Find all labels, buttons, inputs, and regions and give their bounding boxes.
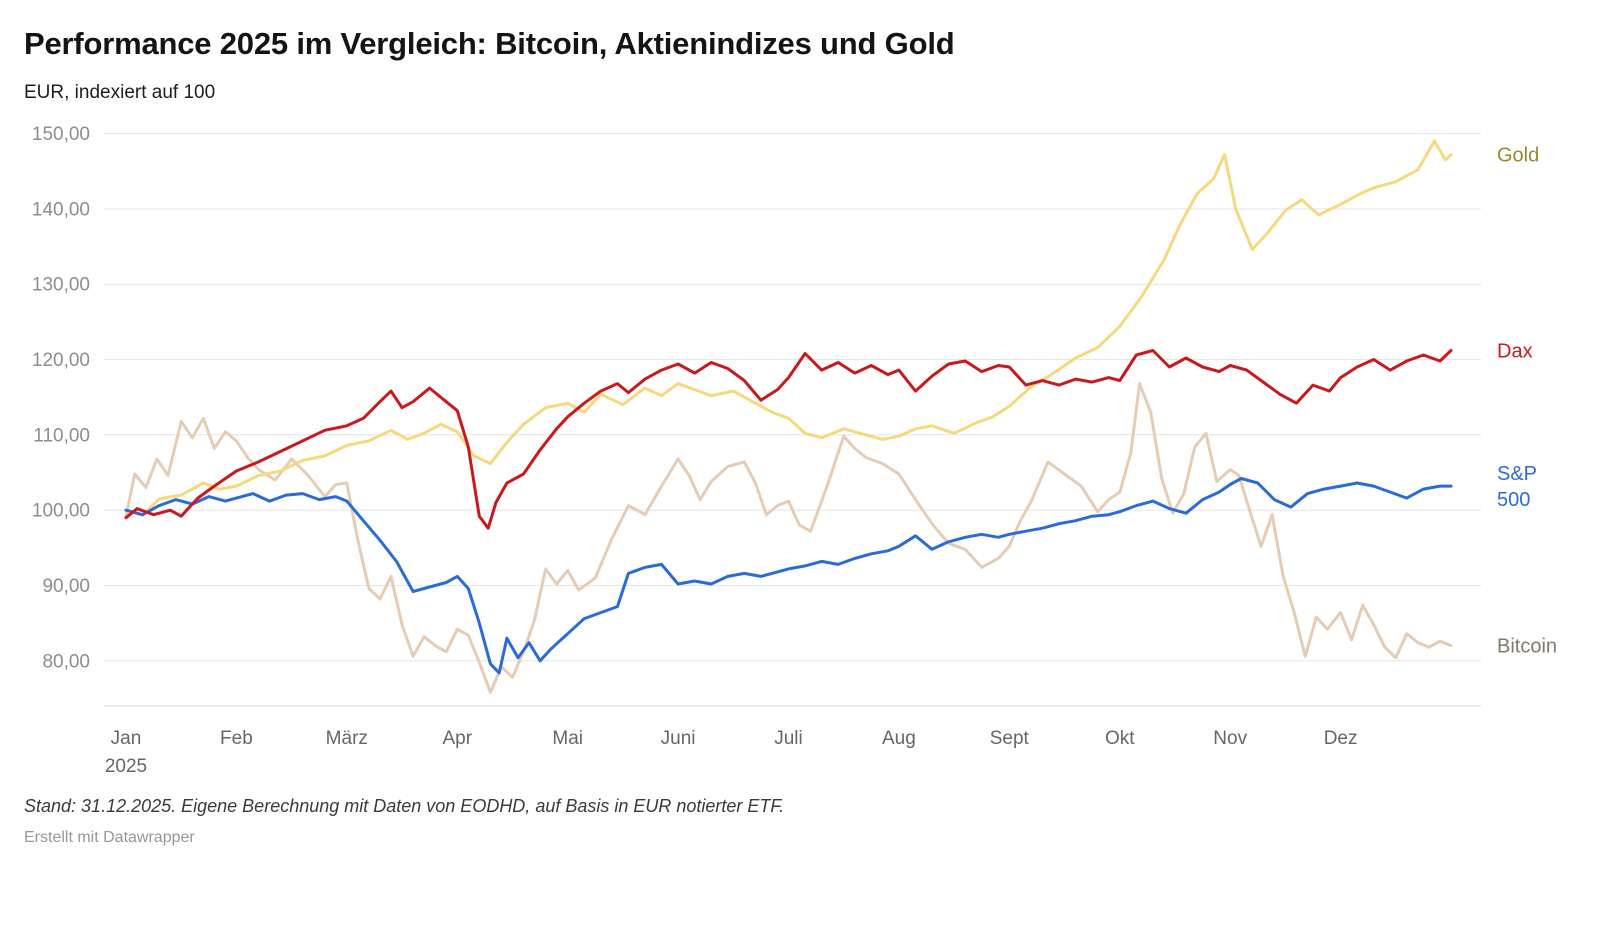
x-tick-label: Mai	[552, 728, 583, 749]
series-label: Gold	[1497, 144, 1539, 166]
chart-subtitle: EUR, indexiert auf 100	[24, 81, 216, 103]
x-tick-label: Juni	[661, 728, 696, 749]
source-note: Stand: 31.12.2025. Eigene Berechnung mit…	[24, 795, 785, 816]
series-label: Dax	[1497, 340, 1533, 362]
x-tick-label: Juli	[774, 728, 803, 749]
y-tick-label: 150,00	[32, 124, 90, 145]
x-tick-label: Dez	[1324, 728, 1358, 749]
y-tick-label: 110,00	[33, 425, 90, 446]
x-tick-year-label: 2025	[105, 756, 147, 777]
x-tick-label: Jan	[111, 728, 142, 749]
x-tick-label: Sept	[990, 728, 1030, 749]
datawrapper-credit: Erstellt mit Datawrapper	[24, 828, 195, 846]
performance-line-chart: 150,00 140,00 130,00 120,00 110,00 100,00 90,0…	[24, 112, 1576, 780]
x-tick-label: Aug	[882, 728, 916, 749]
series-label: Bitcoin	[1497, 635, 1557, 657]
x-tick-label: Feb	[220, 728, 253, 749]
y-tick-label: 100,00	[32, 500, 90, 521]
dax-line	[124, 348, 1453, 530]
gold-line	[124, 139, 1453, 517]
y-tick-label: 120,00	[32, 350, 90, 371]
series-label: S&P	[1497, 463, 1537, 485]
y-tick-label: 140,00	[32, 199, 90, 220]
bitcoin-line	[124, 381, 1453, 694]
x-tick-label: Apr	[443, 728, 473, 749]
y-tick-label: 80,00	[42, 651, 90, 672]
x-tick-label: Okt	[1105, 728, 1135, 749]
chart-canvas: 150,00 140,00 130,00 120,00 110,00 100,00 90,0…	[32, 124, 1557, 777]
y-tick-label: 90,00	[42, 576, 90, 597]
y-tick-label: 130,00	[32, 274, 90, 295]
series-label: 500	[1497, 489, 1530, 511]
page-title: Performance 2025 im Vergleich: Bitcoin, …	[24, 26, 955, 61]
x-tick-label: Nov	[1213, 728, 1247, 749]
s-p-500-line	[124, 476, 1453, 675]
x-tick-label: März	[326, 728, 368, 749]
